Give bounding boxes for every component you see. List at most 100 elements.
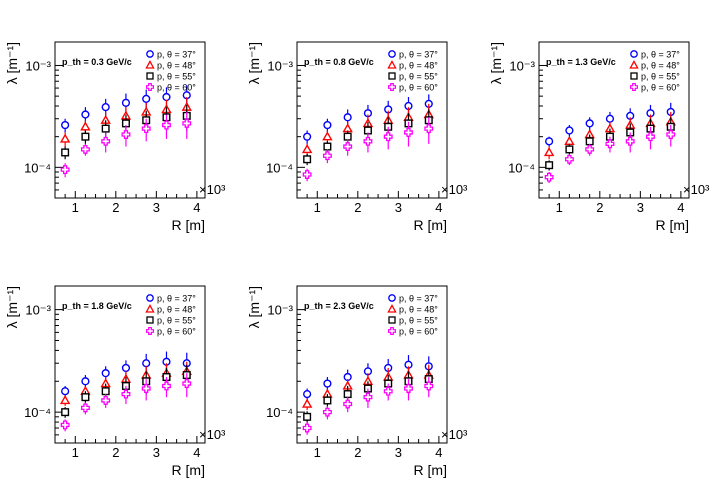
panel-title: p_th = 0.8 GeV/c: [304, 57, 374, 67]
legend-label: p, θ = 48°: [399, 305, 438, 315]
legend-marker: [146, 294, 154, 302]
data-point: [121, 389, 131, 399]
data-point: [545, 137, 554, 146]
data-point: [121, 98, 131, 107]
legend-marker: [630, 50, 638, 58]
x-multiplier: ×10³: [441, 182, 468, 197]
data-point: [101, 369, 110, 378]
panel-title: p_th = 2.3 GeV/c: [304, 301, 374, 311]
legend-marker: [146, 83, 154, 91]
data-point: [585, 137, 594, 146]
x-tick-label: 3: [637, 200, 644, 215]
legend-label: p, θ = 60°: [157, 83, 196, 93]
x-tick-label: 2: [354, 200, 361, 215]
legend-marker: [388, 72, 396, 80]
data-point: [424, 381, 434, 391]
x-multiplier: ×10³: [441, 427, 468, 442]
data-point: [544, 172, 554, 182]
data-point: [59, 395, 71, 405]
legend-label: p, θ = 48°: [157, 61, 196, 71]
data-point: [646, 132, 655, 142]
data-point: [182, 379, 192, 389]
y-tick-label: 10⁻⁴: [508, 160, 535, 175]
plot-frame: [54, 285, 206, 444]
x-tick-label: 2: [112, 200, 119, 215]
legend-marker: [387, 304, 397, 313]
x-tick-label: 3: [153, 200, 160, 215]
legend-marker: [630, 83, 638, 91]
x-tick-label: 1: [72, 445, 79, 460]
data-point: [80, 121, 91, 131]
y-tick-label: 10⁻⁴: [266, 160, 293, 175]
y-tick-label: 10⁻⁴: [24, 160, 51, 175]
data-point: [564, 135, 575, 146]
data-point: [565, 126, 574, 135]
x-tick-label: 1: [314, 445, 321, 460]
data-point: [605, 139, 615, 149]
data-point: [61, 120, 70, 130]
legend-label: p, θ = 60°: [157, 327, 196, 337]
data-point: [80, 144, 90, 154]
panel-3: 1 2 3 4 ×10³ 10⁻⁴ 10⁻³ R [m] λ [m⁻¹] p_th = 1.3 G…: [488, 41, 710, 233]
data-point: [61, 387, 70, 396]
data-point: [605, 114, 615, 123]
series-1: [303, 355, 433, 401]
x-tick-label: 4: [435, 200, 442, 215]
x-tick-label: 2: [112, 445, 119, 460]
legend-marker: [388, 316, 396, 324]
data-point: [585, 119, 594, 128]
panel-title: p_th = 1.3 GeV/c: [546, 57, 616, 67]
legend-label: p, θ = 55°: [157, 72, 196, 82]
legend-marker: [388, 294, 396, 302]
data-point: [625, 136, 635, 146]
panel-2: 1 2 3 4 ×10³ 10⁻⁴ 10⁻³ R [m] λ [m⁻¹] p_th = 0.8 G…: [246, 41, 468, 233]
series-4: [60, 373, 192, 432]
legend-marker: [146, 50, 154, 58]
legend-label: p, θ = 55°: [157, 316, 196, 326]
legend-marker: [630, 72, 638, 80]
data-point: [564, 154, 574, 164]
data-point: [81, 393, 90, 402]
data-point: [322, 407, 332, 417]
x-tick-label: 2: [596, 200, 603, 215]
data-point: [323, 396, 332, 405]
x-tick-label: 4: [193, 445, 200, 460]
legend-marker: [388, 50, 396, 58]
legend-label: p, θ = 37°: [641, 50, 680, 60]
data-point: [383, 386, 393, 396]
data-point: [101, 396, 111, 405]
data-point: [404, 128, 413, 137]
x-multiplier: ×10³: [199, 182, 226, 197]
x-tick-label: 1: [556, 200, 563, 215]
legend-label: p, θ = 37°: [399, 50, 438, 60]
data-point: [60, 165, 70, 175]
y-axis-title: λ [m⁻¹]: [488, 42, 504, 84]
data-point: [301, 398, 313, 408]
legend-label: p, θ = 37°: [157, 50, 196, 60]
y-axis-title: λ [m⁻¹]: [4, 286, 20, 328]
data-point: [142, 94, 151, 103]
data-point: [666, 130, 676, 139]
x-multiplier: ×10³: [199, 427, 226, 442]
x-axis-title: R [m]: [172, 217, 205, 233]
legend-label: p, θ = 48°: [641, 61, 680, 71]
data-point: [565, 145, 574, 154]
data-point: [323, 142, 332, 151]
series-4: [544, 125, 676, 184]
legend-label: p, θ = 37°: [157, 294, 196, 304]
series-4: [302, 377, 434, 435]
data-point: [323, 379, 332, 388]
data-point: [322, 151, 332, 161]
data-point: [322, 131, 333, 141]
data-point: [323, 120, 332, 130]
y-tick-label: 10⁻⁴: [24, 405, 51, 420]
data-point: [101, 387, 110, 396]
legend-marker: [146, 72, 154, 80]
data-point: [101, 103, 110, 112]
series-4: [302, 117, 434, 182]
y-tick-label: 10⁻⁴: [266, 405, 293, 420]
x-tick-label: 3: [395, 200, 402, 215]
data-point: [81, 110, 90, 119]
data-point: [121, 363, 131, 373]
legend: p, θ = 37°p, θ = 48°p, θ = 55°p, θ = 60°: [145, 294, 196, 337]
